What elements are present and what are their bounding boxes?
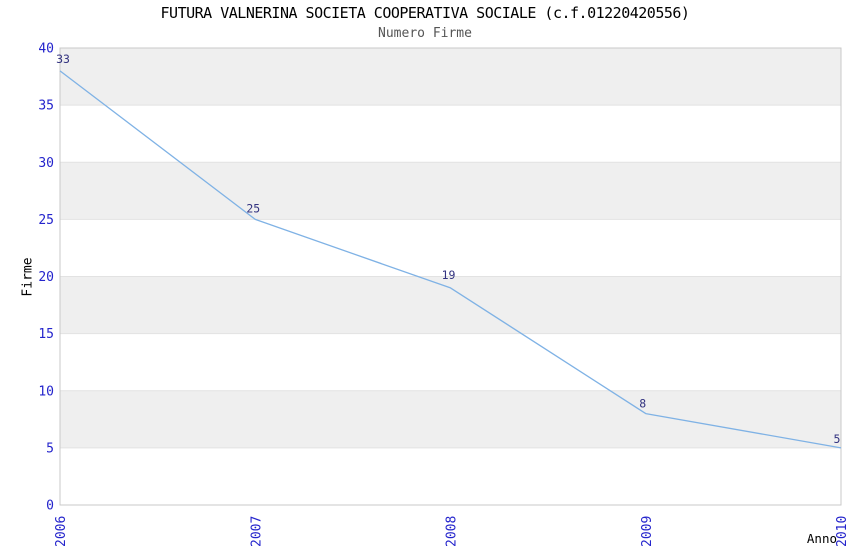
y-tick-label: 15 (38, 327, 54, 342)
y-tick-label: 25 (38, 213, 54, 228)
x-tick-label: 2009 (640, 516, 655, 547)
y-tick-label: 40 (38, 42, 54, 57)
plot-band (60, 390, 841, 448)
trend-line (59, 70, 842, 449)
x-tick-label: 2007 (249, 516, 264, 547)
y-tick-label: 20 (38, 270, 54, 285)
plot-band (60, 162, 841, 220)
y-tick-label: 10 (38, 384, 54, 399)
plot-band (60, 48, 841, 106)
data-point-label: 8 (639, 397, 646, 411)
x-tick-label: 2008 (445, 516, 460, 547)
y-tick-label: 35 (38, 99, 54, 114)
y-tick-label: 0 (46, 499, 54, 514)
data-point-label: 5 (834, 432, 841, 446)
data-point-label: 19 (442, 268, 456, 282)
plot-border (59, 47, 842, 506)
x-tick-label: 2010 (835, 516, 850, 547)
y-tick-label: 5 (46, 441, 54, 456)
x-axis-title: Anno (806, 531, 837, 546)
y-tick-label: 30 (38, 156, 54, 171)
data-point-label: 33 (56, 52, 70, 66)
chart-title: FUTURA VALNERINA SOCIETA COOPERATIVA SOC… (160, 4, 690, 22)
plot-band (60, 276, 841, 334)
data-point-label: 25 (246, 201, 260, 215)
x-tick-label: 2006 (54, 516, 69, 547)
chart-subtitle: Numero Firme (378, 26, 472, 41)
